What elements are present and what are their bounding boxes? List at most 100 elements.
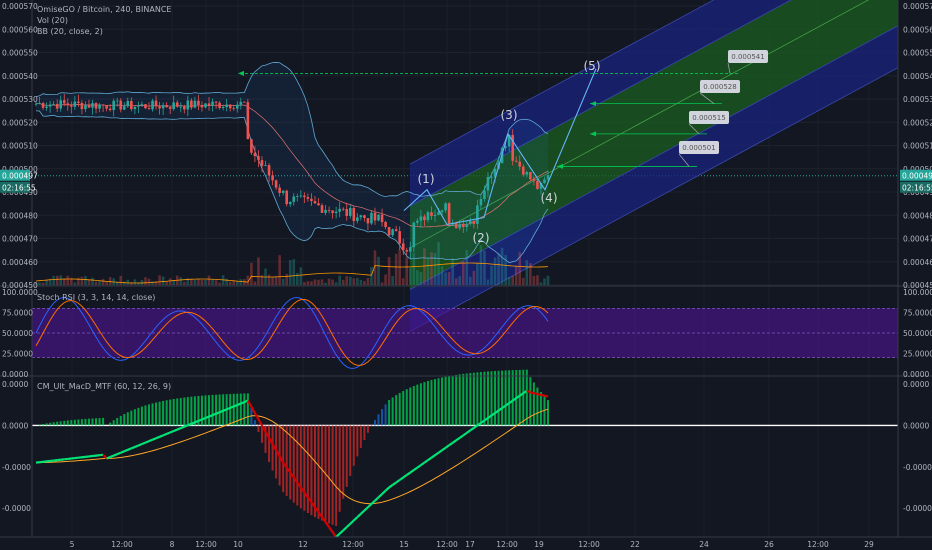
price-pane[interactable]: (1) (2) (3) (4) (5) 0.000541 0.000528 0.000515…	[34, 0, 899, 332]
candle-body	[140, 104, 144, 106]
volume-bar	[137, 282, 140, 285]
macd-histogram-bar	[384, 404, 387, 426]
candle-body	[525, 172, 529, 175]
macd-line-segment	[462, 431, 468, 437]
macd-line-segment	[459, 434, 464, 439]
macd-line-segment	[430, 454, 436, 459]
volume-bar	[250, 262, 253, 285]
volume-bar	[200, 279, 204, 285]
candle-body	[324, 209, 327, 213]
candle-body	[288, 201, 292, 205]
macd-histogram-bar	[486, 371, 489, 426]
macd-histogram-bar	[66, 420, 69, 426]
volume-bar	[84, 275, 87, 285]
volume-bar	[190, 278, 193, 285]
volume-bar	[303, 282, 306, 285]
macd-histogram-bar	[264, 425, 267, 453]
candle-body	[521, 166, 525, 175]
macd-line-segment	[512, 397, 517, 402]
macd-histogram-bar	[490, 371, 493, 426]
volume-bar	[461, 261, 465, 285]
macd-line-segment	[466, 429, 471, 434]
macd-line-segment	[522, 389, 528, 395]
macd-histogram-bar	[331, 425, 334, 525]
macd-histogram-bar	[306, 425, 309, 514]
price-tick-label-left: 0.000550	[2, 49, 38, 58]
candle-body	[532, 179, 536, 181]
price-tick-label-right: 0.000460	[903, 258, 932, 267]
macd-histogram-bar	[229, 393, 232, 426]
candle-body	[377, 214, 380, 221]
macd-histogram-bar	[56, 421, 59, 426]
time-tick-label: 17	[465, 540, 475, 549]
macd-line-segment	[194, 419, 199, 424]
stoch-tick-label-left: 50.0000	[2, 329, 33, 338]
candle-body	[257, 156, 260, 161]
macd-line-segment	[173, 428, 178, 433]
candle-body	[423, 216, 426, 221]
time-tick-label: 12:00	[342, 540, 364, 549]
volume-bar	[295, 272, 299, 285]
stoch-rsi-pane[interactable]: Stoch RSI (3, 3, 14, 14, close)	[32, 293, 898, 369]
macd-line-segment	[469, 427, 475, 432]
candle-body	[126, 100, 130, 107]
candle-body	[352, 207, 356, 221]
macd-line-segment	[275, 449, 281, 457]
macd-line-segment	[176, 427, 182, 431]
macd-line-segment	[328, 526, 334, 533]
volume-bar	[87, 280, 91, 285]
macd-histogram-bar	[395, 395, 398, 426]
candle-body	[147, 108, 151, 110]
current-price-right: 0.000497	[902, 172, 932, 181]
current-price-left: 0.000497	[2, 172, 38, 181]
macd-pane[interactable]: CM_Ult_MacD_MTF (60, 12, 26, 9)	[32, 369, 898, 538]
candle-body	[387, 227, 391, 236]
macd-histogram-bar	[144, 405, 147, 426]
target-tag-label: 0.000541	[731, 53, 764, 61]
wave-label: (2)	[473, 231, 490, 245]
volume-bar	[232, 281, 236, 285]
macd-histogram-bar	[359, 425, 362, 448]
macd-line-segment	[392, 481, 397, 486]
macd-histogram-bar	[137, 407, 140, 426]
volume-bar	[529, 262, 532, 285]
price-tick-label-left: 0.000480	[2, 211, 38, 220]
candle-body	[80, 102, 84, 110]
volume-bar	[426, 257, 430, 285]
macd-line-segment	[483, 417, 489, 422]
volume-bar	[45, 279, 48, 285]
volume-bar	[122, 281, 126, 285]
candle-body	[66, 103, 70, 106]
volume-bar	[77, 277, 80, 285]
macd-line-segment	[540, 393, 545, 397]
macd-line-segment	[448, 441, 454, 447]
macd-line-segment	[427, 456, 433, 462]
volume-bar	[543, 278, 546, 285]
macd-line-segment	[285, 466, 292, 474]
time-tick-label: 12:00	[578, 540, 600, 549]
volume-bar	[401, 278, 405, 285]
macd-tick-label-right: -0.0000	[903, 463, 932, 472]
macd-histogram-bar	[112, 420, 115, 426]
volume-bar	[451, 258, 454, 285]
volume-bar	[518, 252, 522, 285]
time-tick-label: 12:00	[195, 540, 217, 549]
macd-histogram-bar	[197, 395, 200, 426]
candle-body	[366, 218, 370, 224]
candle-body	[370, 212, 373, 224]
volume-bar	[469, 276, 472, 285]
volume-bar	[274, 276, 278, 285]
candle-body	[437, 212, 440, 215]
candle-body	[197, 100, 200, 105]
volume-bar	[479, 245, 483, 285]
macd-histogram-bar	[299, 425, 302, 509]
candle-body	[317, 203, 320, 206]
volume-bar	[338, 275, 341, 285]
volume-bar	[299, 267, 303, 285]
macd-signal-line	[35, 408, 549, 505]
candle-body	[458, 223, 462, 229]
macd-line-segment	[501, 404, 507, 409]
macd-line-segment	[395, 479, 401, 484]
candle-body	[274, 180, 278, 188]
